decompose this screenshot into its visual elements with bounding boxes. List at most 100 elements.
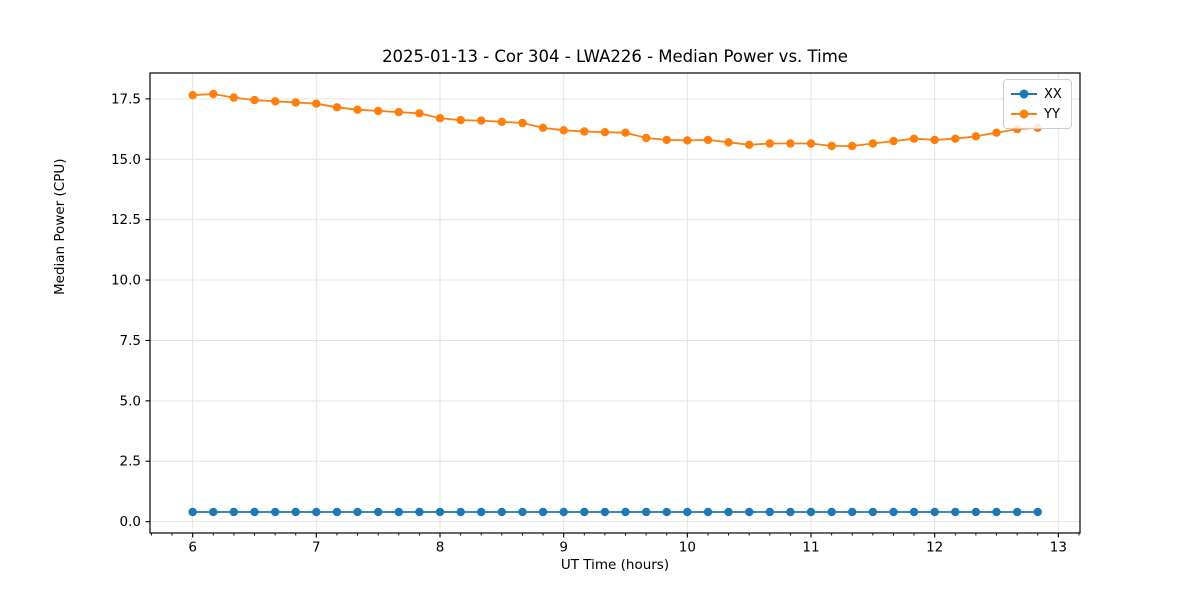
series-yy-marker <box>909 134 919 143</box>
series-xx-marker <box>518 507 527 517</box>
legend-item-yy: YY <box>1011 104 1062 124</box>
x-axis-label: UT Time (hours) <box>560 557 670 573</box>
series-xx-marker <box>909 507 919 517</box>
series-yy-marker <box>992 128 1001 137</box>
series-xx-marker <box>827 507 836 517</box>
series-xx-marker <box>394 507 403 517</box>
series-yy-marker <box>745 140 754 149</box>
series-yy-marker <box>889 136 898 146</box>
series-xx-marker <box>848 507 857 517</box>
series-yy-marker <box>415 109 424 118</box>
x-tick-label: 13 <box>1050 540 1067 556</box>
series-yy-marker <box>497 117 506 127</box>
series-xx-marker <box>992 507 1001 517</box>
series-xx-marker <box>745 507 754 517</box>
legend: XX YY <box>1003 79 1072 129</box>
series-yy-marker <box>848 141 857 151</box>
series-xx-marker <box>497 507 506 517</box>
series-xx-marker <box>559 507 568 517</box>
legend-label: XX <box>1044 86 1062 102</box>
series-yy-marker <box>703 135 713 145</box>
series-yy-marker <box>312 99 321 108</box>
series-yy-marker <box>580 127 589 136</box>
x-tick-label: 10 <box>679 540 696 556</box>
series-xx-marker <box>662 507 671 517</box>
series-yy-marker <box>538 123 548 132</box>
series-xx-marker <box>683 507 692 517</box>
series-yy-marker <box>930 135 939 145</box>
series-xx-marker <box>1013 507 1022 517</box>
x-tick-label: 11 <box>802 540 819 556</box>
axes-spines <box>149 72 1081 534</box>
series-yy-marker <box>271 97 280 106</box>
series-yy-marker <box>559 126 568 135</box>
series-yy-marker <box>188 91 197 100</box>
series-xx-marker <box>209 507 218 517</box>
series-yy-marker <box>291 98 300 107</box>
series-yy-marker <box>374 106 383 116</box>
series-yy-marker <box>621 128 630 137</box>
y-tick-label: 7.5 <box>120 333 141 349</box>
y-tick-label: 15.0 <box>111 152 141 168</box>
series-xx-marker <box>538 507 548 517</box>
y-tick-label: 10.0 <box>111 273 141 289</box>
series-yy-marker <box>394 107 403 117</box>
chart-title: 2025-01-13 - Cor 304 - LWA226 - Median P… <box>382 47 848 66</box>
x-tick-label: 6 <box>188 540 197 556</box>
series-xx-marker <box>971 507 981 517</box>
series-yy-marker <box>435 114 445 123</box>
y-tick-label: 12.5 <box>111 212 141 228</box>
legend-label: YY <box>1044 106 1060 122</box>
legend-marker-dot <box>1019 109 1029 119</box>
y-tick-label: 2.5 <box>120 454 141 470</box>
series-xx-marker <box>229 507 238 517</box>
y-tick-label: 17.5 <box>111 91 141 107</box>
series-xx-marker <box>188 507 197 517</box>
series-yy-marker <box>765 139 774 148</box>
series-yy-marker <box>518 118 527 128</box>
legend-marker-dot <box>1019 89 1029 99</box>
series-xx-marker <box>1033 507 1042 517</box>
legend-line-sample <box>1011 109 1037 119</box>
series-xx-marker <box>374 507 383 517</box>
series-yy-marker <box>477 116 486 125</box>
series-xx-marker <box>353 507 362 517</box>
series-yy-marker <box>353 105 362 114</box>
y-tick-label: 5.0 <box>120 393 141 409</box>
legend-line-sample <box>1011 89 1037 99</box>
series-yy-marker <box>683 136 692 145</box>
series-xx-marker <box>621 507 630 517</box>
series-yy-marker <box>662 135 671 145</box>
series-xx-marker <box>250 507 259 517</box>
series-yy-marker <box>951 134 960 143</box>
series-yy-marker <box>724 138 733 147</box>
series-yy-marker <box>786 139 795 148</box>
series-yy-marker <box>229 93 238 102</box>
series-yy-marker <box>971 132 981 141</box>
x-tick-label: 9 <box>559 540 568 556</box>
series-xx-marker <box>703 507 713 517</box>
series-yy-marker <box>868 139 878 148</box>
series-xx-marker <box>435 507 445 517</box>
series-yy-marker <box>827 141 836 151</box>
series-xx-marker <box>642 507 651 517</box>
series-yy-marker <box>806 139 816 148</box>
series-xx-marker <box>868 507 878 517</box>
series-yy-marker <box>332 103 342 112</box>
series-xx-marker <box>312 507 321 517</box>
series-xx-marker <box>477 507 486 517</box>
series-yy-marker <box>642 133 651 143</box>
series-xx-marker <box>765 507 774 517</box>
series-xx-marker <box>332 507 342 517</box>
x-tick-label: 7 <box>312 540 321 556</box>
series-xx-marker <box>930 507 939 517</box>
series-yy-marker <box>209 89 218 99</box>
series-xx-marker <box>724 507 733 517</box>
series-xx-marker <box>291 507 300 517</box>
series-xx-marker <box>415 507 424 517</box>
series-xx-marker <box>951 507 960 517</box>
series-yy-marker <box>250 95 259 105</box>
x-tick-label: 8 <box>436 540 445 556</box>
